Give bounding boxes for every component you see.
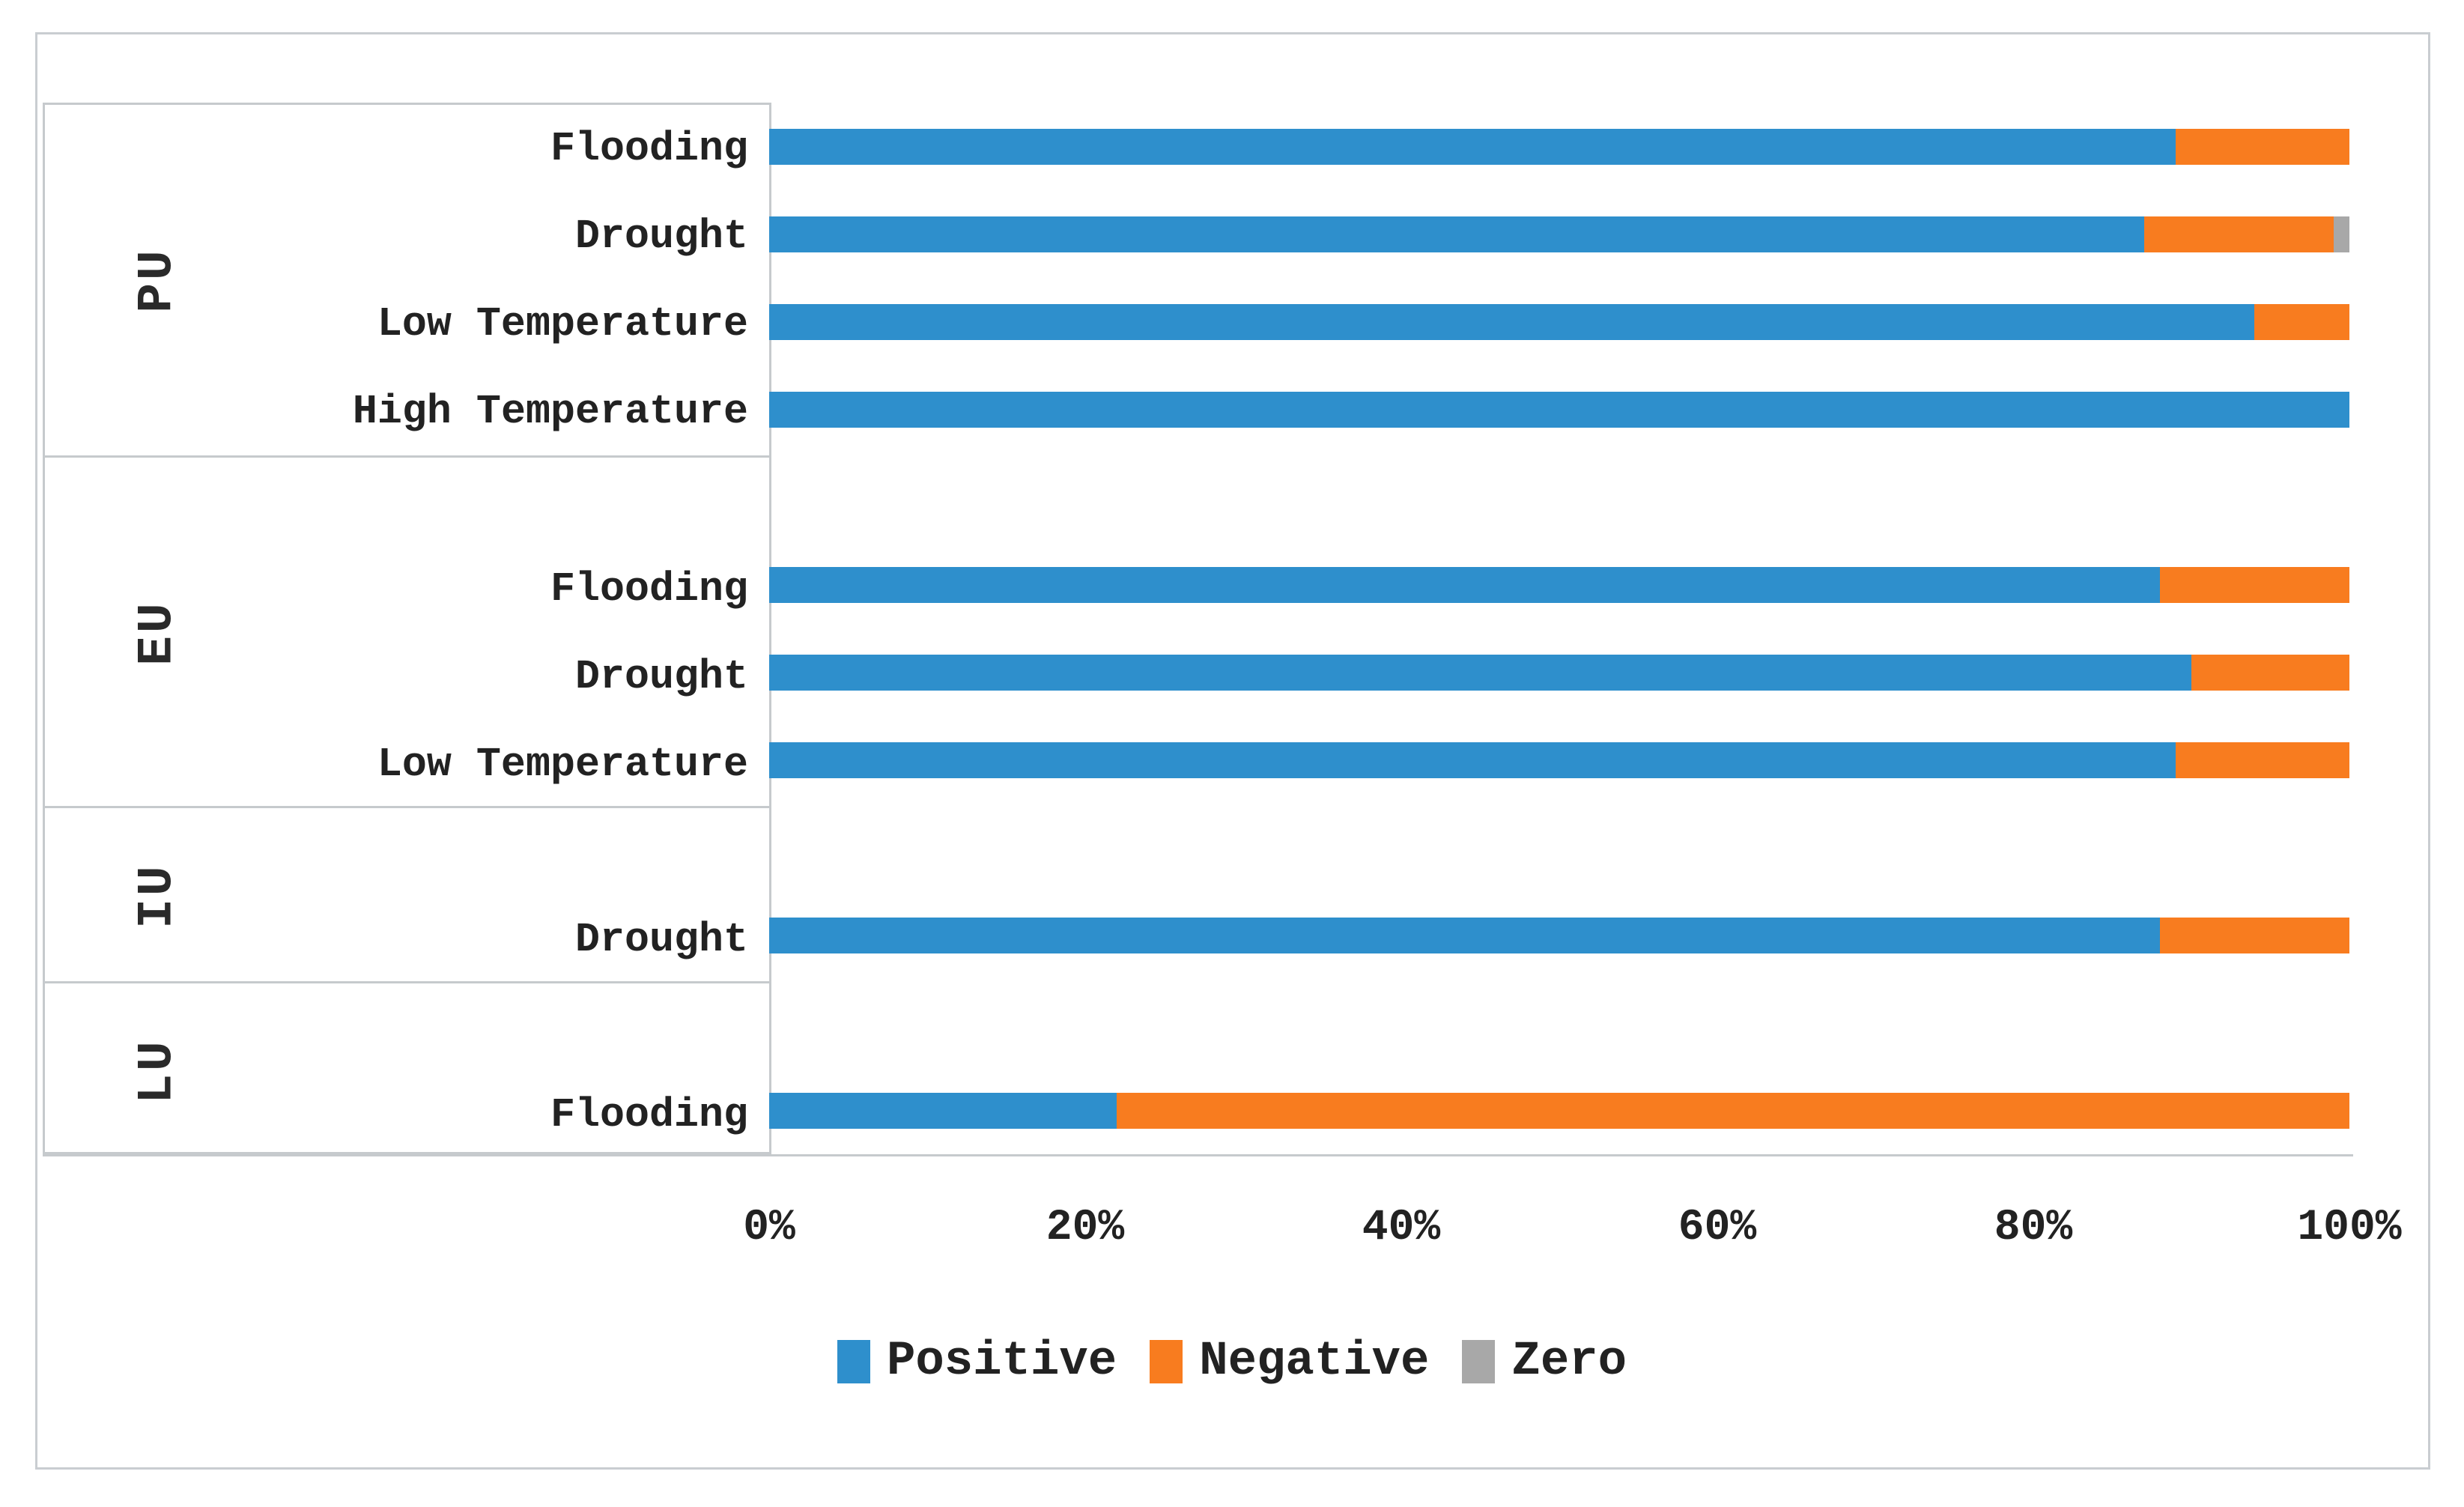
row-label-pu-drought: Drought — [574, 212, 748, 260]
x-tick-20pct: 20% — [1046, 1204, 1125, 1252]
bar-segment-positive — [769, 216, 2144, 252]
legend-label-zero: Zero — [1511, 1335, 1627, 1389]
x-tick-60pct: 60% — [1678, 1204, 1757, 1252]
bar-pu-high-temperature — [769, 391, 2349, 428]
bar-pu-flooding — [769, 128, 2349, 165]
bar-segment-negative — [1117, 1092, 2349, 1129]
bar-eu-drought — [769, 654, 2349, 691]
bar-segment-zero — [2333, 216, 2349, 252]
legend-item-negative: Negative — [1150, 1332, 1429, 1392]
bar-lu-flooding — [769, 1092, 2349, 1129]
row-label-pu-low-temperature: Low Temperature — [377, 300, 748, 348]
bar-segment-negative — [2191, 654, 2349, 691]
x-tick-0pct: 0% — [743, 1204, 795, 1252]
bar-segment-positive — [769, 128, 2176, 165]
bar-segment-negative — [2254, 303, 2349, 340]
bar-pu-low-temperature — [769, 303, 2349, 340]
bar-iu-drought — [769, 917, 2349, 953]
row-label-iu-drought: Drought — [574, 915, 748, 963]
row-label-pu-flooding: Flooding — [550, 124, 748, 172]
bar-segment-positive — [769, 917, 2160, 953]
group-section-iu: IU Drought — [45, 806, 769, 981]
bar-segment-negative — [2159, 566, 2349, 603]
bar-eu-low-temperature — [769, 742, 2349, 778]
plot-area — [769, 103, 2349, 1154]
legend-swatch-positive — [837, 1340, 870, 1383]
bar-segment-negative — [2175, 128, 2349, 165]
legend-label-negative: Negative — [1199, 1335, 1430, 1389]
group-section-eu: EU Flooding Drought Low Temperature — [45, 455, 769, 806]
category-label-box: PU Flooding Drought Low Temperature High Tem… — [43, 103, 771, 1154]
x-axis-line — [43, 1154, 2353, 1156]
bar-segment-negative — [2175, 742, 2349, 778]
row-label-eu-flooding: Flooding — [550, 565, 748, 613]
bar-segment-positive — [769, 303, 2255, 340]
group-section-lu: LU Flooding — [45, 981, 769, 1156]
bar-segment-positive — [769, 654, 2191, 691]
bar-segment-positive — [769, 1092, 1117, 1129]
bar-pu-drought — [769, 216, 2349, 252]
row-label-eu-low-temperature: Low Temperature — [377, 740, 748, 788]
chart-legend: Positive Negative Zero — [0, 1332, 2464, 1392]
row-label-pu-high-temperature: High Temperature — [352, 387, 748, 435]
x-tick-100pct: 100% — [2297, 1204, 2402, 1252]
bar-segment-positive — [769, 566, 2160, 603]
bar-segment-positive — [769, 742, 2176, 778]
legend-swatch-zero — [1462, 1340, 1496, 1383]
x-tick-40pct: 40% — [1362, 1204, 1441, 1252]
row-label-eu-drought: Drought — [574, 652, 748, 700]
legend-item-zero: Zero — [1462, 1332, 1627, 1392]
bar-segment-positive — [769, 391, 2349, 428]
legend-item-positive: Positive — [837, 1332, 1117, 1392]
legend-swatch-negative — [1150, 1340, 1183, 1383]
legend-label-positive: Positive — [886, 1335, 1117, 1389]
row-label-lu-flooding: Flooding — [550, 1091, 748, 1138]
bar-eu-flooding — [769, 566, 2349, 603]
group-section-pu: PU Flooding Drought Low Temperature High Tem… — [45, 105, 769, 455]
x-tick-80pct: 80% — [1994, 1204, 2073, 1252]
bar-segment-negative — [2143, 216, 2334, 252]
bar-segment-negative — [2159, 917, 2349, 953]
